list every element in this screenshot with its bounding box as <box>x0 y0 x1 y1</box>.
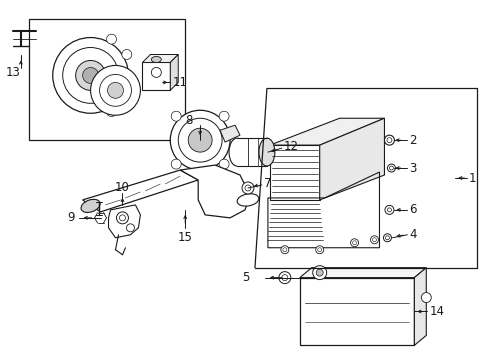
Text: 10: 10 <box>115 181 130 194</box>
Polygon shape <box>413 268 426 345</box>
Circle shape <box>317 248 321 252</box>
Circle shape <box>82 67 99 84</box>
Text: 1: 1 <box>468 171 476 185</box>
Polygon shape <box>319 118 384 200</box>
Ellipse shape <box>151 57 161 62</box>
Text: 7: 7 <box>264 177 271 190</box>
Polygon shape <box>269 118 384 145</box>
Circle shape <box>219 111 229 121</box>
Bar <box>142 62 170 90</box>
Polygon shape <box>108 205 140 238</box>
Circle shape <box>100 75 131 106</box>
Circle shape <box>62 48 118 103</box>
Polygon shape <box>170 54 178 90</box>
Circle shape <box>386 138 391 143</box>
Polygon shape <box>82 170 198 212</box>
Polygon shape <box>299 268 426 278</box>
Bar <box>299 278 413 345</box>
Text: 4: 4 <box>408 228 416 241</box>
Text: 5: 5 <box>242 271 249 284</box>
Circle shape <box>151 67 161 77</box>
Polygon shape <box>142 54 178 62</box>
Ellipse shape <box>255 149 260 157</box>
Ellipse shape <box>81 199 100 212</box>
Ellipse shape <box>259 138 274 166</box>
Text: 3: 3 <box>408 162 416 175</box>
Circle shape <box>126 224 134 232</box>
Bar <box>29 19 185 140</box>
Circle shape <box>170 110 229 170</box>
Circle shape <box>122 50 132 59</box>
Circle shape <box>282 248 286 252</box>
Ellipse shape <box>255 148 264 160</box>
Polygon shape <box>180 165 249 218</box>
Circle shape <box>315 246 323 254</box>
Text: 15: 15 <box>178 231 192 244</box>
Circle shape <box>171 111 181 121</box>
Polygon shape <box>269 145 319 200</box>
Text: 13: 13 <box>5 66 20 79</box>
Circle shape <box>106 34 116 44</box>
Circle shape <box>316 269 323 276</box>
Text: 9: 9 <box>67 211 75 224</box>
Circle shape <box>421 293 430 302</box>
Circle shape <box>372 238 376 242</box>
Circle shape <box>116 212 128 224</box>
Circle shape <box>188 128 212 152</box>
Ellipse shape <box>237 194 258 206</box>
Circle shape <box>242 182 253 194</box>
Text: 8: 8 <box>184 114 192 127</box>
Circle shape <box>76 60 105 90</box>
Circle shape <box>388 166 393 170</box>
Text: 12: 12 <box>283 140 298 153</box>
Circle shape <box>107 82 123 98</box>
Circle shape <box>219 159 229 169</box>
Text: 14: 14 <box>428 305 444 318</box>
Text: 2: 2 <box>408 134 416 147</box>
Circle shape <box>386 164 395 172</box>
Circle shape <box>383 234 390 242</box>
Circle shape <box>122 91 132 101</box>
Ellipse shape <box>228 138 244 166</box>
Circle shape <box>278 272 290 284</box>
Bar <box>237 138 266 166</box>
Circle shape <box>312 266 326 280</box>
Polygon shape <box>220 125 240 142</box>
Circle shape <box>53 37 128 113</box>
Text: 11: 11 <box>172 76 187 89</box>
Circle shape <box>281 275 287 280</box>
Circle shape <box>385 236 388 240</box>
Circle shape <box>171 159 181 169</box>
Text: 6: 6 <box>408 203 416 216</box>
Circle shape <box>280 246 288 254</box>
Circle shape <box>370 236 378 244</box>
Circle shape <box>384 206 393 214</box>
Polygon shape <box>260 143 269 160</box>
Circle shape <box>244 185 250 191</box>
Circle shape <box>90 66 140 115</box>
Circle shape <box>119 215 125 221</box>
Circle shape <box>350 239 358 247</box>
Circle shape <box>384 135 394 145</box>
Circle shape <box>178 118 222 162</box>
Circle shape <box>106 107 116 117</box>
Circle shape <box>352 241 356 245</box>
Circle shape <box>386 208 390 212</box>
